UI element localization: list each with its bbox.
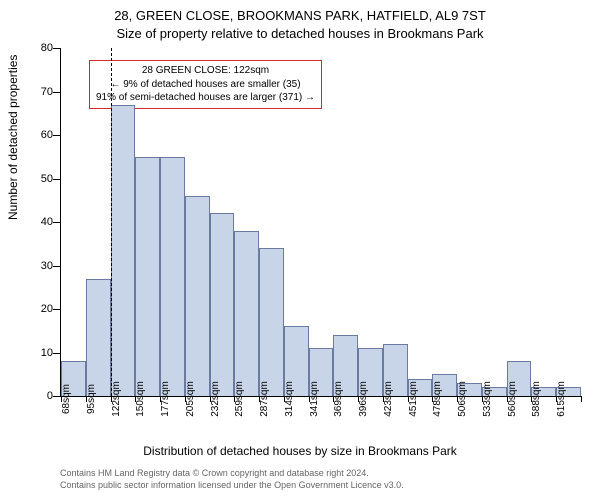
x-tick-label: 150sqm bbox=[135, 381, 146, 417]
x-tick-label: 232sqm bbox=[210, 381, 221, 417]
y-tick-label: 50 bbox=[27, 173, 53, 185]
y-tick-label: 30 bbox=[27, 260, 53, 272]
x-tick-label: 341sqm bbox=[309, 381, 320, 417]
histogram-bar bbox=[234, 231, 259, 396]
y-tick bbox=[53, 266, 61, 267]
x-tick bbox=[581, 396, 582, 402]
y-tick-label: 0 bbox=[27, 390, 53, 402]
histogram-bar bbox=[185, 196, 210, 396]
plot-area: 28 GREEN CLOSE: 122sqm ← 9% of detached … bbox=[60, 48, 581, 397]
x-tick-label: 95sqm bbox=[86, 384, 97, 414]
histogram-bar bbox=[259, 248, 284, 396]
y-tick bbox=[53, 309, 61, 310]
y-tick-label: 20 bbox=[27, 303, 53, 315]
y-tick-label: 80 bbox=[27, 42, 53, 54]
x-tick-label: 369sqm bbox=[333, 381, 344, 417]
y-tick bbox=[53, 353, 61, 354]
property-marker-line bbox=[111, 48, 112, 396]
histogram-bar bbox=[210, 213, 235, 396]
histogram-bar bbox=[111, 105, 136, 396]
x-tick-label: 506sqm bbox=[457, 381, 468, 417]
x-tick-label: 314sqm bbox=[284, 381, 295, 417]
x-tick-label: 478sqm bbox=[432, 381, 443, 417]
x-tick-label: 560sqm bbox=[507, 381, 518, 417]
histogram-bar bbox=[135, 157, 160, 396]
x-tick-label: 122sqm bbox=[111, 381, 122, 417]
y-tick bbox=[53, 135, 61, 136]
y-tick-label: 70 bbox=[27, 86, 53, 98]
x-tick-label: 259sqm bbox=[234, 381, 245, 417]
x-tick-label: 205sqm bbox=[185, 381, 196, 417]
attribution-line-1: Contains HM Land Registry data © Crown c… bbox=[60, 468, 404, 480]
y-tick bbox=[53, 222, 61, 223]
y-axis-label: Number of detached properties bbox=[6, 55, 20, 220]
y-tick-label: 60 bbox=[27, 129, 53, 141]
attribution-line-2: Contains public sector information licen… bbox=[60, 480, 404, 492]
annotation-line-3: 91% of semi-detached houses are larger (… bbox=[96, 91, 315, 105]
chart-container: 28, GREEN CLOSE, BROOKMANS PARK, HATFIEL… bbox=[0, 0, 600, 500]
x-tick-label: 423sqm bbox=[383, 381, 394, 417]
chart-title-main: 28, GREEN CLOSE, BROOKMANS PARK, HATFIEL… bbox=[0, 8, 600, 23]
y-tick bbox=[53, 179, 61, 180]
histogram-bar bbox=[86, 279, 111, 396]
attribution: Contains HM Land Registry data © Crown c… bbox=[60, 468, 404, 491]
annotation-box: 28 GREEN CLOSE: 122sqm ← 9% of detached … bbox=[89, 60, 322, 109]
chart-title-sub: Size of property relative to detached ho… bbox=[0, 26, 600, 41]
y-tick-label: 40 bbox=[27, 216, 53, 228]
x-tick-label: 588sqm bbox=[531, 381, 542, 417]
x-tick-label: 533sqm bbox=[482, 381, 493, 417]
y-tick bbox=[53, 48, 61, 49]
x-tick-label: 615sqm bbox=[556, 381, 567, 417]
x-tick-label: 177sqm bbox=[160, 381, 171, 417]
annotation-line-1: 28 GREEN CLOSE: 122sqm bbox=[96, 64, 315, 78]
y-tick bbox=[53, 92, 61, 93]
x-tick-label: 68sqm bbox=[61, 384, 72, 414]
x-tick-label: 287sqm bbox=[259, 381, 270, 417]
annotation-line-2: ← 9% of detached houses are smaller (35) bbox=[96, 78, 315, 92]
x-axis-label: Distribution of detached houses by size … bbox=[0, 444, 600, 458]
x-tick-label: 396sqm bbox=[358, 381, 369, 417]
x-tick-label: 451sqm bbox=[408, 381, 419, 417]
y-tick-label: 10 bbox=[27, 347, 53, 359]
y-tick bbox=[53, 396, 61, 397]
histogram-bar bbox=[160, 157, 185, 396]
